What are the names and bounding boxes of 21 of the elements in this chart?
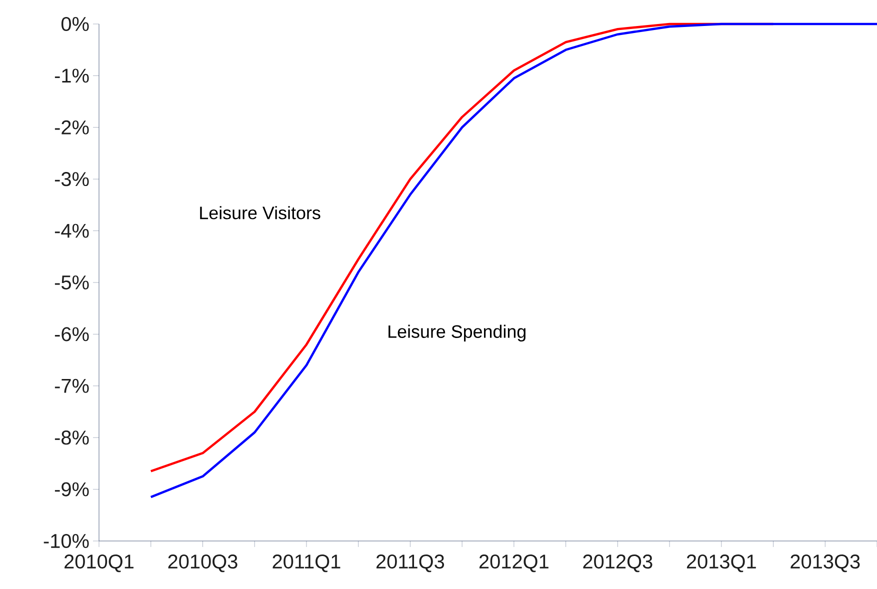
x-tick-label: 2010Q3 (168, 554, 238, 572)
y-tick-label: -5% (54, 275, 89, 290)
x-tick-label: 2013Q1 (686, 554, 756, 572)
y-tick-label: -9% (54, 482, 89, 496)
x-tick-label: 2012Q3 (583, 554, 652, 572)
text: Leisure Visitors (200, 206, 320, 220)
y-tick-label: -1% (54, 68, 89, 83)
x-tick-label: 2013Q3 (790, 554, 860, 572)
x-tick-label: 2011Q3 (376, 554, 444, 572)
x-tick-label: 2010Q1 (64, 554, 134, 572)
y-tick-label: -6% (54, 327, 89, 342)
x-tick-label: 2012Q1 (479, 554, 548, 572)
y-tick-label: -2% (54, 120, 89, 134)
y-tick-label: -7% (54, 378, 89, 393)
y-tick-label: -4% (54, 224, 89, 238)
y-tick-label: -8% (54, 430, 89, 445)
y-tick-label: 0% (61, 16, 89, 32)
y-tick-label: -10% (44, 534, 89, 548)
y-tick-label: -3% (54, 172, 89, 186)
text: Leisure Spending (388, 324, 526, 342)
x-tick-label: 2011Q1 (272, 554, 340, 572)
